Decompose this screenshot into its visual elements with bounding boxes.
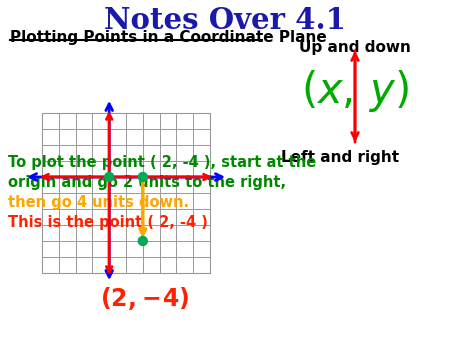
Text: This is the point ( 2, -4 ): This is the point ( 2, -4 ) [8, 215, 208, 230]
Text: Notes Over 4.1: Notes Over 4.1 [104, 6, 346, 35]
Text: origin and go 2 units to the right,: origin and go 2 units to the right, [8, 175, 286, 190]
Circle shape [105, 172, 114, 182]
Circle shape [138, 172, 147, 182]
Text: Plotting Points in a Coordinate Plane: Plotting Points in a Coordinate Plane [10, 30, 327, 45]
Text: $\mathbf{(2,\!-\!4)}$: $\mathbf{(2,\!-\!4)}$ [100, 285, 189, 312]
Text: Up and down: Up and down [299, 40, 411, 55]
Text: To plot the point ( 2, -4 ), start at the: To plot the point ( 2, -4 ), start at th… [8, 155, 316, 170]
Bar [42, 113, 210, 273]
Text: $\left(\mathit{x},\,\mathit{y}\right)$: $\left(\mathit{x},\,\mathit{y}\right)$ [301, 68, 409, 114]
Text: then go 4 units down.: then go 4 units down. [8, 195, 189, 210]
Circle shape [138, 237, 147, 245]
Text: Left and right: Left and right [281, 150, 399, 165]
